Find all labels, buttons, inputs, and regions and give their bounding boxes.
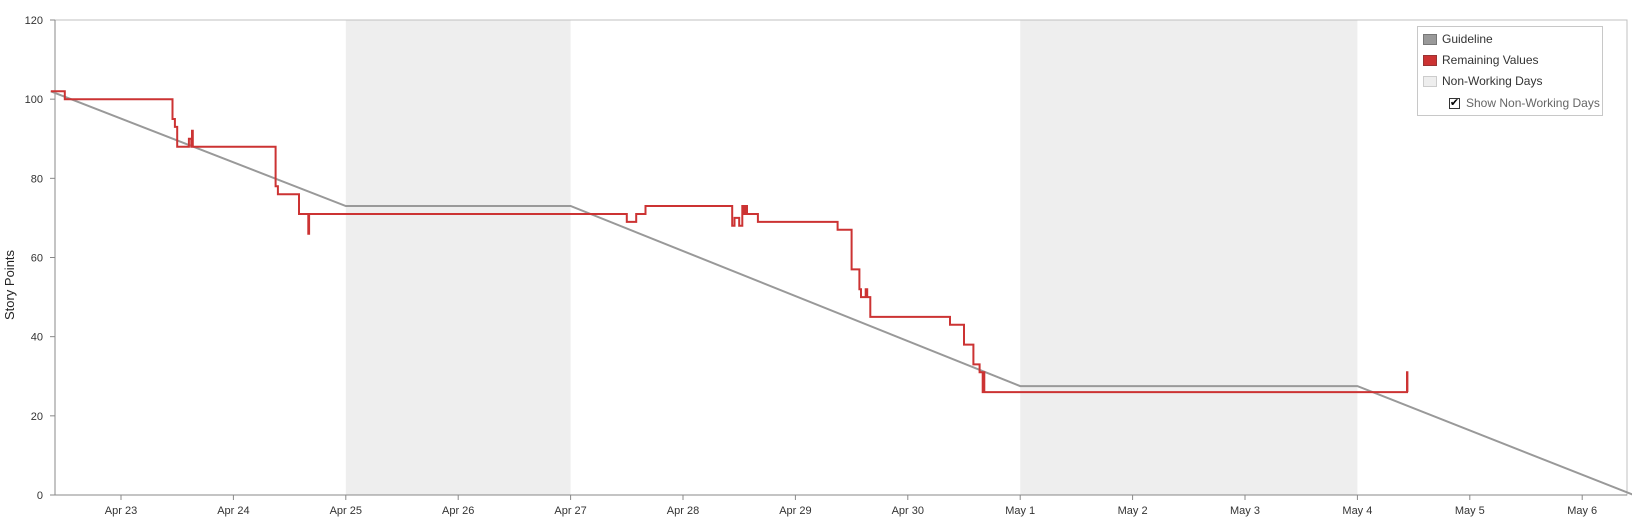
show-non-working-days-checkbox[interactable]: ✔ [1449,96,1460,109]
legend-label-guideline: Guideline [1442,32,1493,46]
y-tick-label: 80 [31,173,43,185]
remaining-values-line [50,90,1409,394]
non-working-bands [345,20,1358,495]
x-tick-label: Apr 29 [779,505,811,517]
legend-label-non-working-days: Non-Working Days [1442,74,1543,88]
x-tick-label: May 5 [1455,505,1485,517]
guideline-swatch [1423,33,1437,45]
x-tick-label: May 1 [1005,505,1035,517]
y-tick-label: 120 [25,15,43,27]
y-tick-label: 100 [25,94,43,106]
y-axis-title: Story Points [2,249,17,320]
legend: Guideline Remaining Values Non-Working D… [1417,26,1603,116]
y-tick-label: 0 [37,490,43,502]
y-tick-label: 20 [31,411,43,423]
non-working-band [1020,20,1358,495]
non-working-band [345,20,571,495]
y-tick-label: 40 [31,332,43,344]
legend-label-remaining-values: Remaining Values [1442,53,1539,67]
y-tick-label: 60 [31,253,43,265]
remaining-values-swatch [1423,54,1437,66]
non-working-days-swatch [1423,75,1437,87]
x-tick-label: May 3 [1230,505,1260,517]
x-tick-label: Apr 30 [892,505,924,517]
x-tick-label: Apr 28 [667,505,699,517]
x-tick-label: Apr 26 [442,505,474,517]
x-tick-label: May 6 [1567,505,1597,517]
show-non-working-days-toggle[interactable]: ✔ Show Non-Working Days [1449,95,1600,111]
x-tick-label: May 2 [1118,505,1148,517]
plot-frame [54,19,1628,496]
x-tick-label: Apr 23 [105,505,137,517]
series [50,90,1632,496]
x-tick-label: Apr 24 [217,505,249,517]
x-tick-label: Apr 27 [554,505,586,517]
x-tick-label: Apr 25 [330,505,362,517]
legend-item-remaining-values[interactable]: Remaining Values [1423,51,1539,69]
axes: 0 20 40 60 80 100 120 Apr 23 Apr 24 Apr 25 Apr 26 A… [25,15,1628,517]
legend-item-non-working-days[interactable]: Non-Working Days [1423,72,1542,90]
show-non-working-days-label: Show Non-Working Days [1466,96,1600,110]
guideline-line [50,90,1632,496]
legend-item-guideline[interactable]: Guideline [1423,30,1493,48]
x-tick-label: May 4 [1342,505,1372,517]
